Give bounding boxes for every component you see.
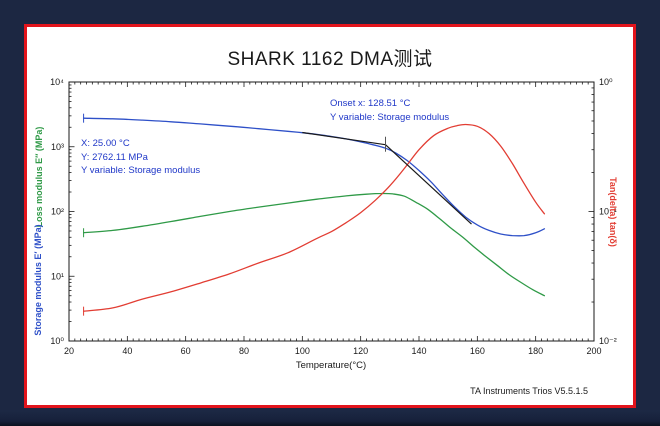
svg-text:10¹: 10¹ [51,271,64,281]
chart-title: SHARK 1162 DMA测试 [227,49,433,70]
svg-text:60: 60 [181,346,191,356]
svg-text:40: 40 [122,346,132,356]
point-annotation-line: X: 25.00 °C [81,138,130,149]
svg-text:20: 20 [64,346,74,356]
curve-loss-modulus [82,192,546,297]
svg-text:10⁻²: 10⁻² [599,336,617,346]
svg-text:180: 180 [528,346,543,356]
svg-text:200: 200 [586,346,601,356]
svg-text:80: 80 [239,346,249,356]
onset-annotation-line: Onset x: 128.51 °C [330,98,411,109]
point-annotation-line: Y: 2762.11 MPa [81,151,148,163]
svg-text:10⁰: 10⁰ [599,77,613,87]
onset-annotation[interactable]: Onset x: 128.51 °C Y variable: Storage m… [330,97,449,124]
chart-axes: 20 40 60 80 100 120 140 160 180 200 10⁰ 10¹ 10² 10³ 10… [50,77,617,356]
point-annotation[interactable]: X: 25.00 °C Y: 2762.11 MPa Y variable: S… [81,137,200,178]
svg-text:100: 100 [295,346,310,356]
svg-text:10⁰: 10⁰ [50,336,64,346]
software-credit: TA Instruments Trios V5.5.1.5 [470,386,588,396]
report-panel [24,24,636,408]
svg-text:10³: 10³ [51,142,64,152]
curve-tan-delta- [82,123,546,312]
svg-text:10⁴: 10⁴ [50,77,64,87]
onset-annotation-line: Y variable: Storage modulus [330,111,450,123]
svg-text:140: 140 [411,346,426,356]
left-axis-label-storage-modulus: Storage modulus E′ (MPa) [33,224,43,336]
svg-text:160: 160 [470,346,485,356]
onset-construction-lines [302,131,472,225]
right-axis-label-tan-delta: Tan(delta) tan(δ) [608,177,618,247]
svg-text:120: 120 [353,346,368,356]
svg-text:10²: 10² [51,207,64,217]
x-axis-label: Temperature(°C) [295,360,367,371]
svg-text:10⁻¹: 10⁻¹ [599,207,617,217]
chart-curves [82,113,546,316]
taskbar-edge [0,410,660,426]
point-annotation-line: Y variable: Storage modulus [81,165,201,176]
